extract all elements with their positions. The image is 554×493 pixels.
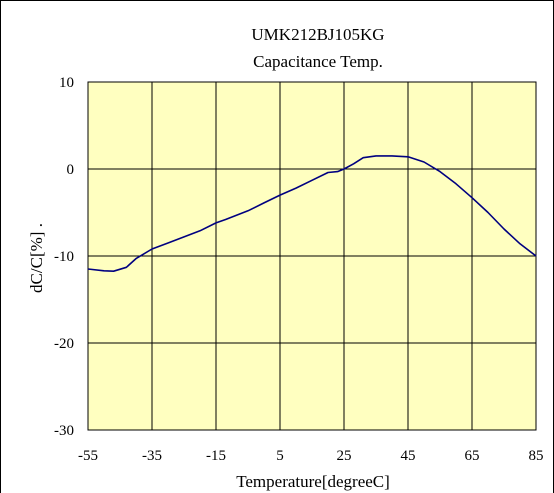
x-axis-label: Temperature[degreeC] [236, 472, 390, 491]
y-tick-label: -10 [54, 249, 74, 265]
x-tick-label: 65 [465, 448, 480, 464]
x-tick-label: 85 [529, 448, 544, 464]
chart-subtitle: Capacitance Temp. [253, 52, 383, 71]
x-tick-label: -55 [78, 448, 98, 464]
y-tick-label: 0 [67, 162, 75, 178]
y-tick-label: -30 [54, 423, 74, 439]
x-tick-label: 25 [337, 448, 352, 464]
chart-title: UMK212BJ105KG [251, 25, 384, 44]
x-tick-label: -15 [206, 448, 226, 464]
y-axis-label: dC/C[%] . [27, 223, 46, 293]
x-tick-label: 5 [276, 448, 284, 464]
x-tick-label: 45 [401, 448, 416, 464]
y-tick-label: -20 [54, 336, 74, 352]
y-tick-label: 10 [59, 75, 74, 91]
x-tick-label: -35 [142, 448, 162, 464]
